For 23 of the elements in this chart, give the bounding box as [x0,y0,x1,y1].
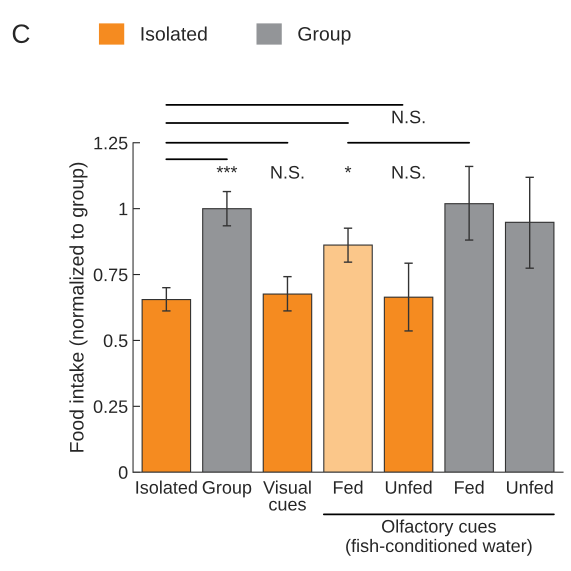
x-tick-label: Unfed [507,480,553,494]
y-tick-label: 0.25 [94,400,128,414]
annotation: N.S. [271,166,304,179]
annotation: *** [216,166,238,172]
text: C [12,24,30,44]
y-tick-label: 0.75 [94,268,128,282]
annotation: N.S. [392,166,424,179]
legend-label: Group [298,26,351,45]
y-tick-label: 1 [120,202,128,216]
legend-label: Isolated [142,26,207,41]
y-tick-label: 0.5 [104,334,128,348]
annotation: * [344,166,352,172]
x-tick-label: Fed [455,480,484,494]
y-tick-label: 0 [118,466,128,479]
y-tick-label: 1.25 [94,136,128,150]
x-tick-label: Isolated [136,480,197,494]
y-axis-title: Food intake (normalized to group) [69,162,88,452]
x-tick-label: Group [202,481,252,498]
text: Olfactory cues (fish-conditioned water) [346,519,532,556]
x-tick-label: Fed [334,480,362,494]
x-tick-label: Visual cues [263,480,311,511]
text: N.S. [392,110,424,124]
x-tick-label: Unfed [386,480,432,494]
